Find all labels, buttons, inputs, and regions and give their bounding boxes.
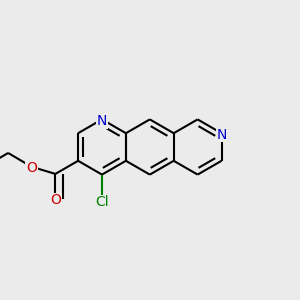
Text: O: O [50,193,61,207]
Text: N: N [97,114,107,128]
Text: O: O [26,161,37,175]
Text: N: N [216,128,227,142]
Text: Cl: Cl [95,195,109,209]
